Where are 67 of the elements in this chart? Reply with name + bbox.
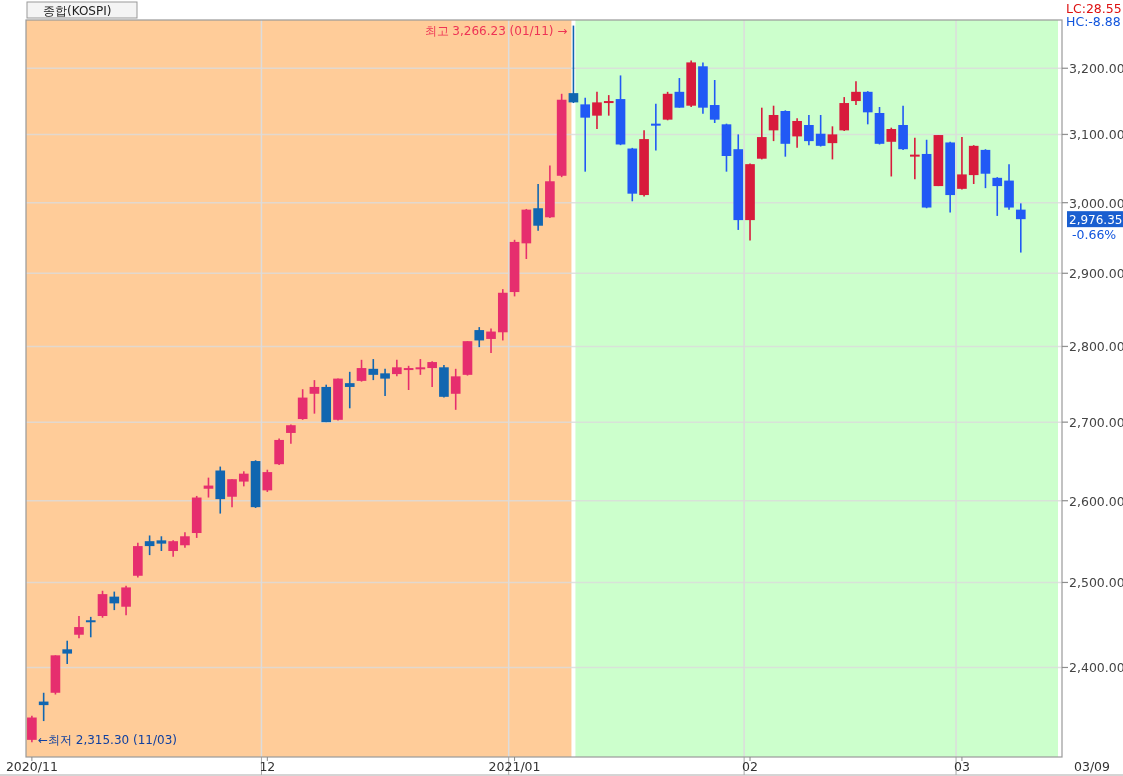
y-tick-label: 3,100.00 [1069,127,1123,143]
text: 2,976.35 [1069,213,1123,228]
y-tick-label: 2,600.00 [1069,493,1123,509]
text: -0.66% [1072,227,1117,243]
candlestick [356,359,367,383]
annotation: 최고 3,266.23 (01/11) → [424,23,568,38]
candlestick [827,125,838,161]
title: 종합(KOSPI) [26,1,138,19]
candlestick [851,80,861,106]
candlestick [980,148,991,189]
candlestick [297,388,308,421]
candlestick [368,358,379,381]
candlestick [262,468,273,493]
candlestick [344,371,355,410]
candlestick [957,136,967,191]
candlestick [910,136,920,180]
candlestick [109,590,120,611]
candlestick [756,106,767,161]
candlestick [74,615,84,639]
candlestick [768,104,779,142]
candlestick [674,77,685,109]
candlestick [580,96,591,173]
candlestick [427,360,437,388]
y-tick-label: 2,800.00 [1069,339,1123,355]
y-tick-label: 2,900.00 [1069,266,1123,282]
candlestick [62,639,73,665]
candlestick [1015,202,1026,254]
y-tick-label: 3,200.00 [1069,61,1123,77]
y-tick-label: 2,400.00 [1069,660,1123,676]
x-tick-label: 03 [953,759,970,774]
candlestick [568,24,579,104]
x-tick-label: 12 [259,759,276,774]
x-tick-label: 02 [742,759,758,774]
annotation: ←최저 2,315.30 (11/03) [37,733,177,748]
chart-title: 종합(KOSPI) [43,4,112,18]
candlestick [450,368,461,411]
candlestick [815,114,826,148]
candlestick [651,102,661,152]
text: 03/09 [1074,759,1111,774]
candlestick [85,616,96,639]
candlestick [804,114,814,146]
candlestick [862,90,873,126]
candlestick [992,176,1003,217]
x-tick-label: 2020/11 [5,759,58,774]
candlestick [603,94,614,117]
text: LC:28.55 [1066,1,1122,16]
y-tick-label: 2,500.00 [1069,575,1123,591]
candlestick [403,365,414,391]
candlestick [592,91,602,130]
candlestick [886,126,897,178]
candlestick [474,326,485,348]
candlestick [286,423,296,445]
candlestick [486,327,496,354]
candlestick [27,714,37,744]
x-tick-label: 2021/01 [488,759,541,774]
candlestick [309,379,320,415]
candlestick [121,584,131,616]
candlestick [380,368,390,397]
candlestick [97,589,108,619]
candlestick [533,183,543,232]
y-tick-label: 2,700.00 [1069,415,1123,431]
candlestick [792,117,802,149]
candlestick [227,478,237,508]
candlestick [709,79,720,124]
y-tick-label: 3,000.00 [1069,195,1123,211]
annotation: HC:-8.88 [1066,14,1121,29]
candlestick [144,534,155,556]
